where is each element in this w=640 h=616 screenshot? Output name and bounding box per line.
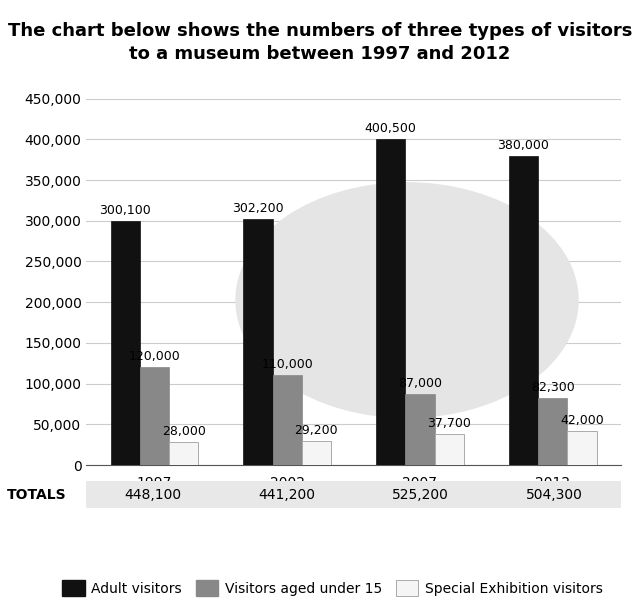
- Legend: Adult visitors, Visitors aged under 15, Special Exhibition visitors: Adult visitors, Visitors aged under 15, …: [57, 575, 609, 602]
- Text: 37,700: 37,700: [428, 417, 471, 431]
- Bar: [376, 139, 405, 465]
- Text: 302,200: 302,200: [232, 202, 284, 215]
- Text: TOTALS: TOTALS: [6, 488, 66, 501]
- Bar: [509, 156, 538, 465]
- Bar: [567, 431, 596, 465]
- Circle shape: [236, 183, 578, 418]
- Bar: [538, 398, 567, 465]
- Text: 504,300: 504,300: [525, 488, 582, 501]
- Text: 42,000: 42,000: [560, 414, 604, 427]
- Bar: [243, 219, 273, 465]
- Text: 380,000: 380,000: [497, 139, 550, 152]
- Bar: [302, 441, 331, 465]
- Bar: [273, 376, 302, 465]
- Text: 29,200: 29,200: [294, 424, 339, 437]
- Text: 441,200: 441,200: [259, 488, 316, 501]
- Text: 82,300: 82,300: [531, 381, 575, 394]
- Text: 448,100: 448,100: [125, 488, 182, 501]
- Text: 120,000: 120,000: [129, 351, 180, 363]
- Bar: [111, 221, 140, 465]
- Text: 525,200: 525,200: [392, 488, 449, 501]
- Bar: [405, 394, 435, 465]
- Text: 110,000: 110,000: [261, 359, 313, 371]
- Bar: [435, 434, 464, 465]
- Bar: [140, 367, 169, 465]
- Text: The chart below shows the numbers of three types of visitors
to a museum between: The chart below shows the numbers of thr…: [8, 22, 632, 63]
- Text: 300,100: 300,100: [99, 203, 151, 217]
- Text: 400,500: 400,500: [365, 122, 417, 135]
- Text: 87,000: 87,000: [398, 377, 442, 390]
- Bar: [169, 442, 198, 465]
- Text: 28,000: 28,000: [162, 425, 205, 438]
